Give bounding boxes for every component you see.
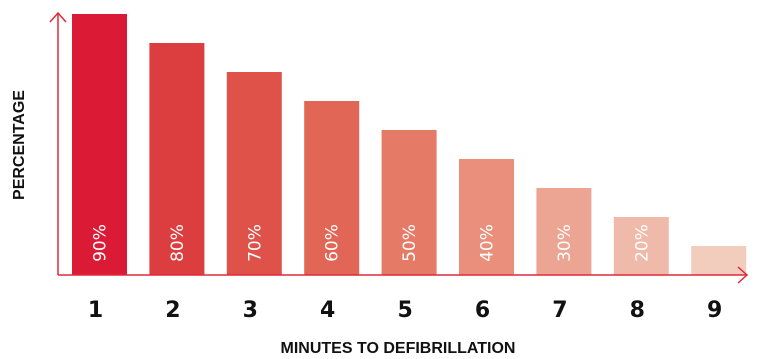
bar-1 [72, 14, 127, 275]
x-tick-2: 2 [165, 298, 180, 323]
data-label-4: 60% [323, 224, 343, 262]
x-tick-5: 5 [397, 298, 412, 323]
y-axis-title: PERCENTAGE [11, 90, 28, 200]
x-tick-8: 8 [630, 298, 645, 323]
bar-7 [536, 188, 592, 275]
bar-2 [149, 43, 205, 275]
data-label-2: 80% [168, 224, 188, 262]
data-label-3: 70% [245, 224, 265, 262]
x-axis-title: MINUTES TO DEFIBRILLATION [281, 340, 516, 357]
data-label-6: 40% [478, 224, 498, 262]
bar-6 [459, 159, 514, 275]
bars-group: 90% 80% 70% 60% 50% 40% 30% 20% [72, 14, 747, 275]
x-tick-9: 9 [707, 298, 722, 323]
x-axis-arrowhead [737, 266, 749, 284]
bar-9 [691, 246, 747, 275]
bar-3 [226, 72, 282, 275]
data-label-5: 50% [400, 224, 420, 262]
data-label-8: 20% [632, 224, 652, 262]
x-tick-3: 3 [243, 298, 258, 323]
x-tick-labels: 1 2 3 4 5 6 7 8 9 [88, 298, 723, 323]
data-label-7: 30% [555, 224, 575, 262]
data-label-1: 90% [91, 224, 111, 262]
x-tick-4: 4 [320, 298, 335, 323]
bar-8 [613, 217, 669, 275]
axes-group [49, 11, 749, 284]
y-axis-arrowhead [49, 11, 67, 23]
bar-4 [304, 101, 360, 275]
x-tick-7: 7 [552, 298, 567, 323]
x-tick-1: 1 [88, 298, 103, 323]
bar-5 [381, 130, 437, 275]
x-tick-6: 6 [475, 298, 490, 323]
